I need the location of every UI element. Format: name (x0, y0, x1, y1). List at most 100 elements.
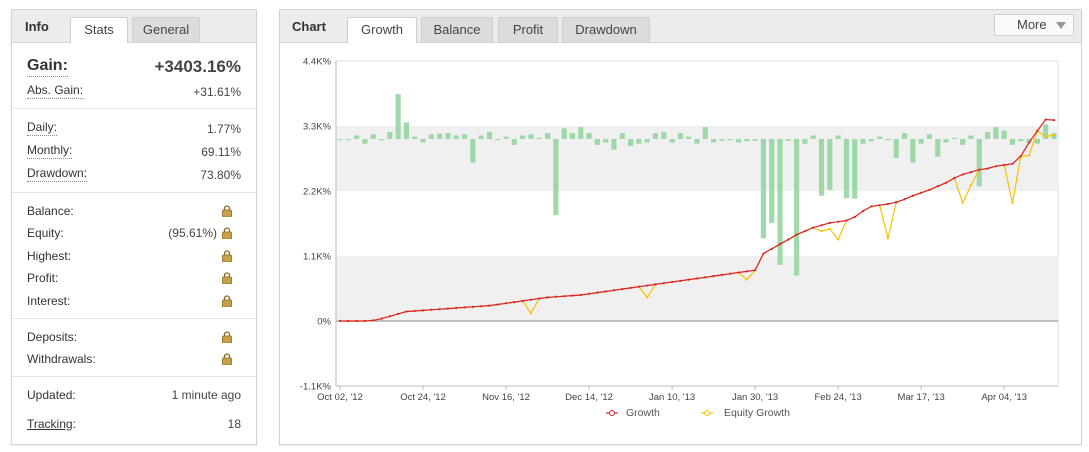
growth-point (612, 289, 616, 292)
updated-row: Updated: 1 minute ago (27, 385, 241, 405)
interest-row: Interest: (27, 291, 241, 311)
growth-point (944, 181, 948, 184)
equity-growth-point (646, 296, 649, 299)
growth-point (687, 278, 690, 281)
profit-bar (644, 139, 650, 143)
profit-bar (1001, 130, 1007, 139)
growth-point (837, 220, 840, 223)
equity-growth-point (1027, 154, 1031, 157)
gain-value: +3403.16% (154, 57, 242, 76)
growth-point (745, 270, 748, 273)
growth-point (587, 292, 591, 295)
more-dropdown[interactable]: More (994, 14, 1074, 36)
growth-point (911, 194, 914, 197)
tab-drawdown[interactable]: Drawdown (562, 17, 650, 42)
growth-point (886, 202, 890, 206)
growth-point (629, 286, 632, 290)
profit-bar (652, 133, 659, 139)
drawdown-label[interactable]: Drawdown: (27, 166, 88, 182)
profit-bar (403, 122, 409, 139)
x-tick-label: Oct 02, '12 (317, 392, 363, 403)
profit-bar (827, 139, 833, 190)
tab-balance[interactable]: Balance (421, 17, 493, 42)
profit-bar (628, 139, 634, 147)
info-panel: Info Stats General Gain: +3403.16% Abs. … (11, 9, 257, 445)
legend-growth[interactable]: Growth (626, 407, 660, 419)
equity-growth-point (820, 230, 823, 233)
abs-gain-value: +31.61% (193, 85, 241, 99)
profit-bar (794, 139, 800, 276)
tab-profit[interactable]: Profit (498, 17, 558, 42)
drawdown-row: Drawdown: 73.80% (27, 165, 241, 185)
growth-point (762, 252, 765, 255)
growth-point (430, 308, 433, 311)
y-tick-label: 3.3K% (303, 122, 332, 133)
profit-bar (868, 139, 874, 142)
lock-icon[interactable] (222, 295, 232, 307)
lock-icon[interactable] (222, 353, 232, 365)
profit-bar (486, 131, 493, 139)
lock-icon[interactable] (222, 250, 232, 262)
series-lines (338, 118, 1056, 323)
profit-bar (561, 128, 567, 139)
growth-point (372, 319, 375, 322)
y-tick-label: -1.1K% (300, 382, 332, 393)
growth-point (978, 168, 981, 171)
profit-bar (420, 139, 426, 143)
growth-point (712, 274, 715, 278)
profit-bar (636, 139, 642, 144)
profit-bar (428, 134, 434, 139)
abs-gain-row: Abs. Gain: +31.61% (27, 82, 241, 102)
growth-point (488, 304, 491, 307)
growth-legend-marker (609, 410, 615, 416)
info-panel-header: Info Stats General (12, 10, 256, 43)
profit-bar (1026, 139, 1032, 143)
abs-gain-label[interactable]: Abs. Gain: (27, 83, 84, 99)
growth-point (446, 307, 450, 310)
equity-label: Equity: (27, 226, 64, 240)
profit-bar (702, 127, 708, 139)
profit-bar (711, 139, 717, 143)
growth-point (853, 215, 856, 219)
profit-bar (760, 139, 766, 239)
growth-point (994, 165, 997, 168)
profit-bar (619, 133, 625, 139)
lock-icon[interactable] (222, 227, 232, 239)
lock-icon[interactable] (222, 331, 232, 343)
growth-point (604, 290, 607, 293)
profit-bar (785, 139, 791, 141)
tab-stats[interactable]: Stats (70, 17, 128, 43)
profit-bar (1034, 139, 1040, 144)
profit-bar (993, 127, 999, 139)
equity-legend-marker (704, 410, 710, 416)
growth-point (546, 296, 549, 299)
profit-bar (752, 139, 758, 141)
profit-bar (926, 134, 933, 139)
equity-growth-point (886, 237, 890, 240)
legend-equity-growth[interactable]: Equity Growth (724, 407, 790, 419)
daily-row: Daily: 1.77% (27, 119, 241, 139)
x-tick-label: Jan 30, '13 (732, 392, 778, 403)
growth-point (363, 319, 367, 323)
growth-point (986, 167, 989, 170)
monthly-row: Monthly: 69.11% (27, 142, 241, 162)
x-tick-label: Apr 04, '13 (981, 392, 1027, 403)
growth-point (571, 294, 574, 297)
tab-growth[interactable]: Growth (347, 17, 417, 43)
profit-bar (985, 131, 991, 139)
growth-point (338, 319, 342, 323)
daily-label[interactable]: Daily: (27, 120, 58, 136)
monthly-label[interactable]: Monthly: (27, 143, 73, 159)
lock-icon[interactable] (222, 272, 232, 284)
lock-icon[interactable] (222, 205, 232, 217)
equity-growth-point (961, 201, 964, 204)
gain-label[interactable]: Gain: (27, 56, 68, 77)
tracking-value: 18 (227, 417, 241, 431)
tracking-row: Tracking: 18 (27, 414, 241, 434)
tracking-link[interactable]: Tracking (27, 417, 73, 431)
profit-bar (769, 139, 775, 223)
tab-general[interactable]: General (132, 17, 200, 42)
chart-legend: Growth Equity Growth (606, 407, 790, 419)
growth-point (380, 317, 383, 320)
growth-point (920, 191, 923, 194)
